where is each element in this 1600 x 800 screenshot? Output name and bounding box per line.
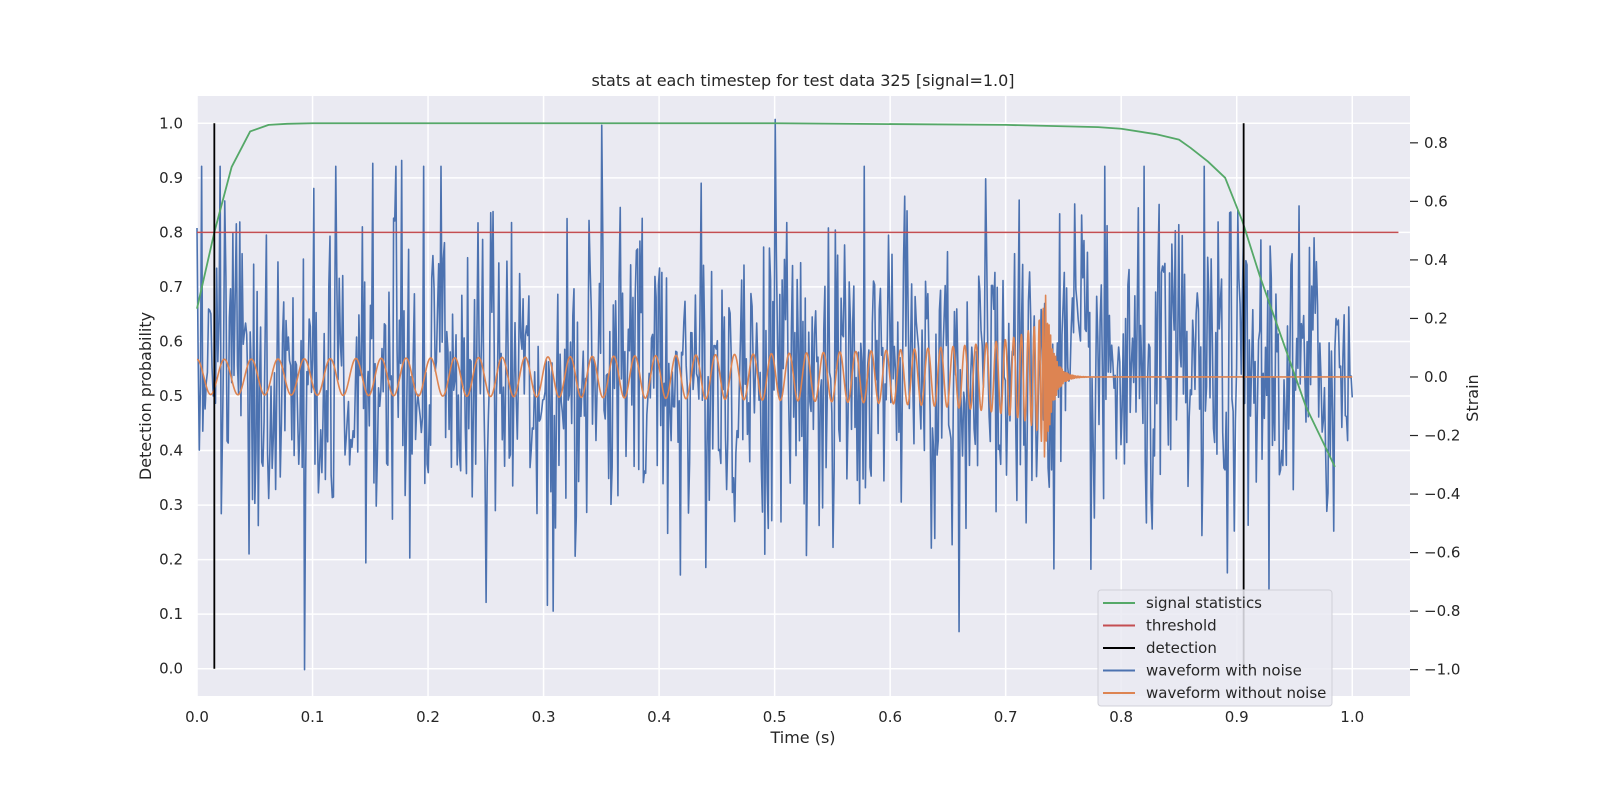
right-y-axis-ticks: −1.0 −0.8 −0.6 −0.4 −0.2 0.0 0.2 0.4 0.6 0.8 (1410, 134, 1460, 679)
x-tick-label: 0.7 (994, 708, 1018, 726)
legend-label: waveform with noise (1146, 662, 1302, 680)
right-y-tick-label: 0.8 (1424, 134, 1448, 152)
x-tick-label: 0.0 (185, 708, 209, 726)
x-tick-label: 0.2 (416, 708, 440, 726)
left-y-tick-label: 0.2 (159, 551, 183, 569)
right-y-tick-label: −1.0 (1424, 661, 1460, 679)
chart-legend: signal statistics threshold detection wavef… (1097, 589, 1333, 707)
x-axis-label: Time (s) (769, 728, 835, 747)
x-tick-label: 0.8 (1109, 708, 1133, 726)
left-y-tick-label: 0.6 (159, 332, 183, 350)
series-waveform-with-noise (196, 118, 1354, 671)
right-y-tick-label: 0.6 (1424, 192, 1448, 210)
right-y-tick-label: 0.4 (1424, 251, 1448, 269)
legend-label: waveform without noise (1146, 684, 1326, 702)
left-y-tick-label: 0.3 (159, 496, 183, 514)
x-tick-label: 1.0 (1340, 708, 1364, 726)
left-y-tick-label: 0.4 (159, 442, 183, 460)
x-tick-label: 0.5 (763, 708, 787, 726)
right-y-tick-label: −0.2 (1424, 427, 1460, 445)
x-tick-label: 0.9 (1225, 708, 1249, 726)
x-tick-label: 0.1 (301, 708, 325, 726)
legend-box (1097, 589, 1333, 707)
right-y-tick-label: 0.2 (1424, 309, 1448, 327)
x-tick-label: 0.6 (878, 708, 902, 726)
left-y-tick-label: 0.0 (159, 660, 183, 678)
left-y-axis-label: Detection probability (136, 312, 155, 480)
right-y-tick-label: −0.4 (1424, 485, 1460, 503)
right-y-tick-label: 0.0 (1424, 368, 1448, 386)
series-lines (196, 118, 1399, 671)
x-tick-label: 0.3 (532, 708, 556, 726)
series-waveform-without-noise (196, 294, 1353, 458)
left-y-axis-ticks: 0.0 0.1 0.2 0.3 0.4 0.5 0.6 0.7 0.8 0.9 1.0 (159, 114, 183, 677)
left-y-tick-label: 0.9 (159, 169, 183, 187)
left-y-tick-label: 0.7 (159, 278, 183, 296)
left-y-tick-label: 0.5 (159, 387, 183, 405)
left-y-tick-label: 0.8 (159, 223, 183, 241)
legend-label: threshold (1146, 617, 1217, 635)
left-y-tick-label: 1.0 (159, 114, 183, 132)
left-y-tick-label: 0.1 (159, 605, 183, 623)
legend-label: detection (1146, 639, 1217, 657)
x-tick-label: 0.4 (647, 708, 671, 726)
right-y-axis-label: Strain (1463, 374, 1482, 421)
right-y-tick-label: −0.6 (1424, 544, 1460, 562)
right-y-tick-label: −0.8 (1424, 602, 1460, 620)
legend-label: signal statistics (1146, 594, 1262, 612)
series-signal-statistics (196, 122, 1336, 468)
chart-title: stats at each timestep for test data 325… (591, 71, 1014, 90)
x-axis-ticks: 0.0 0.1 0.2 0.3 0.4 0.5 0.6 0.7 0.8 0.9 1.0 (185, 708, 1364, 726)
